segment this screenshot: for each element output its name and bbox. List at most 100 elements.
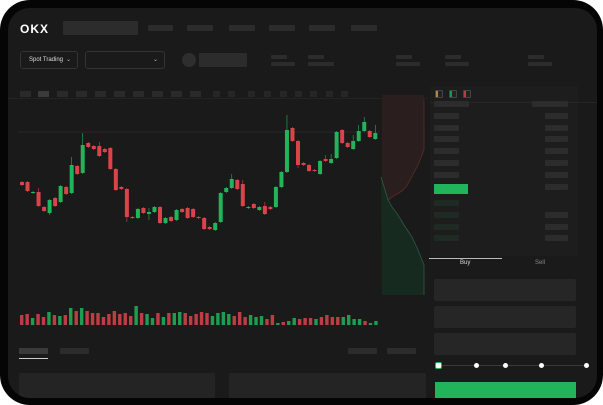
candle[interactable] xyxy=(91,146,96,149)
candle[interactable] xyxy=(362,122,367,131)
candle[interactable] xyxy=(185,208,190,218)
candle[interactable] xyxy=(53,198,58,206)
candle[interactable] xyxy=(323,159,328,161)
candle[interactable] xyxy=(356,131,361,141)
candle[interactable] xyxy=(257,207,262,210)
candle[interactable] xyxy=(224,188,229,192)
timeframe-button[interactable] xyxy=(76,91,87,97)
depth-chart[interactable] xyxy=(380,95,430,295)
candle[interactable] xyxy=(152,207,157,212)
tab-order-history[interactable] xyxy=(60,348,89,354)
candle[interactable] xyxy=(262,206,267,214)
chart-tool-icon[interactable] xyxy=(341,91,348,97)
candle[interactable] xyxy=(31,192,36,193)
timeframe-button[interactable] xyxy=(190,91,201,97)
candle[interactable] xyxy=(240,184,245,206)
amount-slider-handle[interactable] xyxy=(435,362,442,369)
nav-item[interactable] xyxy=(269,25,295,31)
candle[interactable] xyxy=(218,193,223,222)
book-both-icon[interactable] xyxy=(435,90,443,98)
slider-stop-50[interactable] xyxy=(503,363,508,368)
candle[interactable] xyxy=(86,143,91,147)
candle[interactable] xyxy=(36,192,41,206)
candle[interactable] xyxy=(124,189,129,217)
candle[interactable] xyxy=(42,207,47,211)
candle[interactable] xyxy=(169,217,174,221)
candle[interactable] xyxy=(174,210,179,220)
candle[interactable] xyxy=(97,146,102,156)
nav-item[interactable] xyxy=(229,25,255,31)
candle[interactable] xyxy=(163,218,168,223)
timeframe-button[interactable] xyxy=(20,91,31,97)
timeframe-button[interactable] xyxy=(114,91,125,97)
candle[interactable] xyxy=(273,187,278,207)
price-input[interactable] xyxy=(434,279,576,301)
amount-slider-track[interactable] xyxy=(438,365,588,366)
candle[interactable] xyxy=(296,141,300,165)
candle[interactable] xyxy=(345,143,350,147)
book-bids-icon[interactable] xyxy=(449,90,457,98)
candle[interactable] xyxy=(80,145,85,173)
tab-buy[interactable]: Buy xyxy=(460,260,471,266)
candle[interactable] xyxy=(351,141,356,149)
candle[interactable] xyxy=(141,208,146,213)
candle[interactable] xyxy=(268,207,273,209)
candle[interactable] xyxy=(290,128,295,141)
candle[interactable] xyxy=(318,161,323,174)
chart-tool-icon[interactable] xyxy=(248,91,255,97)
candle[interactable] xyxy=(108,148,113,169)
chart-tool-icon[interactable] xyxy=(280,91,287,97)
candle[interactable] xyxy=(158,207,162,223)
candle[interactable] xyxy=(246,207,251,208)
candle[interactable] xyxy=(64,187,69,194)
nav-item[interactable] xyxy=(351,25,377,31)
slider-stop-100[interactable] xyxy=(584,363,589,368)
total-input[interactable] xyxy=(434,333,576,355)
timeframe-button[interactable] xyxy=(171,91,182,97)
candle[interactable] xyxy=(69,165,74,193)
candle[interactable] xyxy=(207,227,212,229)
candle[interactable] xyxy=(340,130,345,143)
candle[interactable] xyxy=(301,163,306,165)
timeframe-button[interactable] xyxy=(57,91,68,97)
timeframe-button[interactable] xyxy=(38,91,49,97)
chart-tool-icon[interactable] xyxy=(228,91,235,97)
candle[interactable] xyxy=(119,187,124,189)
tab-sell[interactable]: Sell xyxy=(535,260,546,266)
candlestick-chart[interactable] xyxy=(8,8,428,338)
book-asks-icon[interactable] xyxy=(463,90,471,98)
bottom-action[interactable] xyxy=(387,348,416,354)
candle[interactable] xyxy=(329,159,334,163)
nav-item[interactable] xyxy=(148,25,173,31)
market-selector[interactable]: Spot Trading ⌄ xyxy=(20,51,78,69)
slider-stop-75[interactable] xyxy=(539,363,544,368)
timeframe-button[interactable] xyxy=(95,91,106,97)
candle[interactable] xyxy=(135,209,140,218)
candle[interactable] xyxy=(180,209,185,212)
candle[interactable] xyxy=(75,166,80,174)
okx-logo[interactable]: OKX xyxy=(20,22,50,36)
timeframe-button[interactable] xyxy=(133,91,144,97)
nav-item[interactable] xyxy=(187,25,213,31)
chart-tool-icon[interactable] xyxy=(295,91,302,97)
chart-tool-icon[interactable] xyxy=(213,91,220,97)
chart-tool-icon[interactable] xyxy=(264,91,271,97)
candle[interactable] xyxy=(196,217,201,218)
candle[interactable] xyxy=(307,165,312,171)
candle[interactable] xyxy=(284,130,289,172)
buy-button[interactable] xyxy=(435,382,576,398)
candle[interactable] xyxy=(235,180,240,189)
candle[interactable] xyxy=(58,186,63,202)
pair-selector[interactable]: ⌄ xyxy=(85,51,165,69)
candle[interactable] xyxy=(202,218,207,229)
candle[interactable] xyxy=(334,132,339,158)
candle[interactable] xyxy=(279,172,284,187)
candle[interactable] xyxy=(25,182,30,191)
candle[interactable] xyxy=(191,209,196,217)
chart-tool-icon[interactable] xyxy=(310,91,317,97)
slider-stop-25[interactable] xyxy=(474,363,479,368)
candle[interactable] xyxy=(229,179,234,188)
candle[interactable] xyxy=(102,149,107,152)
candle[interactable] xyxy=(367,131,372,137)
candle[interactable] xyxy=(251,204,256,208)
